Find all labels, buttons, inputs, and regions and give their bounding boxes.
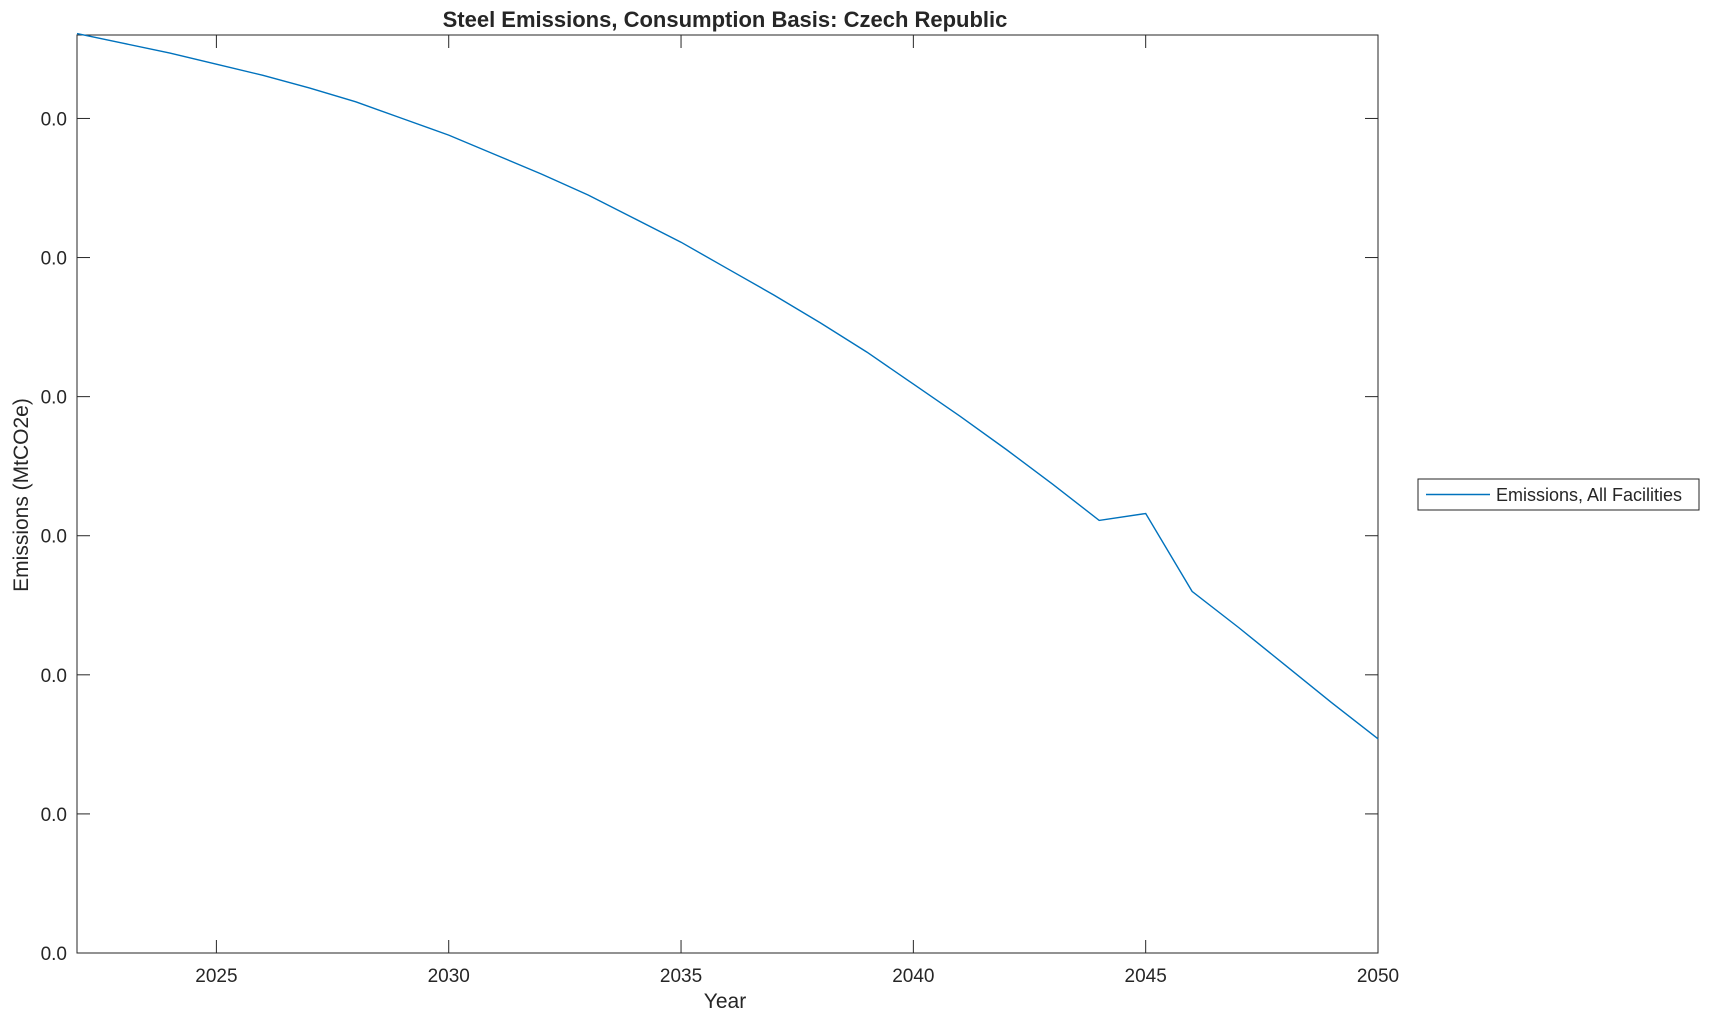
y-tick-label: 0.0: [41, 388, 67, 409]
x-axis-label: Year: [704, 990, 746, 1013]
series-group: [76, 32, 1379, 740]
y-tick-label: 0.0: [41, 249, 67, 270]
y-tick-label: 0.0: [41, 527, 67, 548]
y-axis-ticks: 0.0 0.0 0.0 0.0 0.0 0.0 0.0: [41, 109, 1378, 965]
x-tick-label: 2030: [428, 966, 470, 987]
chart-title: Steel Emissions, Consumption Basis: Czec…: [443, 7, 1008, 32]
plot-area-frame: [76, 34, 1379, 954]
x-tick-label: 2025: [195, 966, 237, 987]
y-tick-label: 0.0: [41, 805, 67, 826]
y-tick-label: 0.0: [41, 109, 67, 130]
x-tick-label: 2035: [660, 966, 702, 987]
x-tick-label: 2040: [892, 966, 934, 987]
y-axis-label: Emissions (MtCO2e): [10, 398, 33, 592]
legend-entry-label: Emissions, All Facilities: [1496, 485, 1682, 505]
y-tick-label: 0.0: [41, 666, 67, 687]
x-tick-label: 2045: [1125, 966, 1167, 987]
x-tick-label: 2050: [1357, 966, 1399, 987]
series-line-0: [76, 32, 1379, 740]
y-tick-label: 0.0: [41, 944, 67, 965]
legend[interactable]: Emissions, All Facilities: [1417, 478, 1700, 511]
x-axis-ticks: 2025 2030 2035 2040 2045 2050: [195, 35, 1399, 987]
